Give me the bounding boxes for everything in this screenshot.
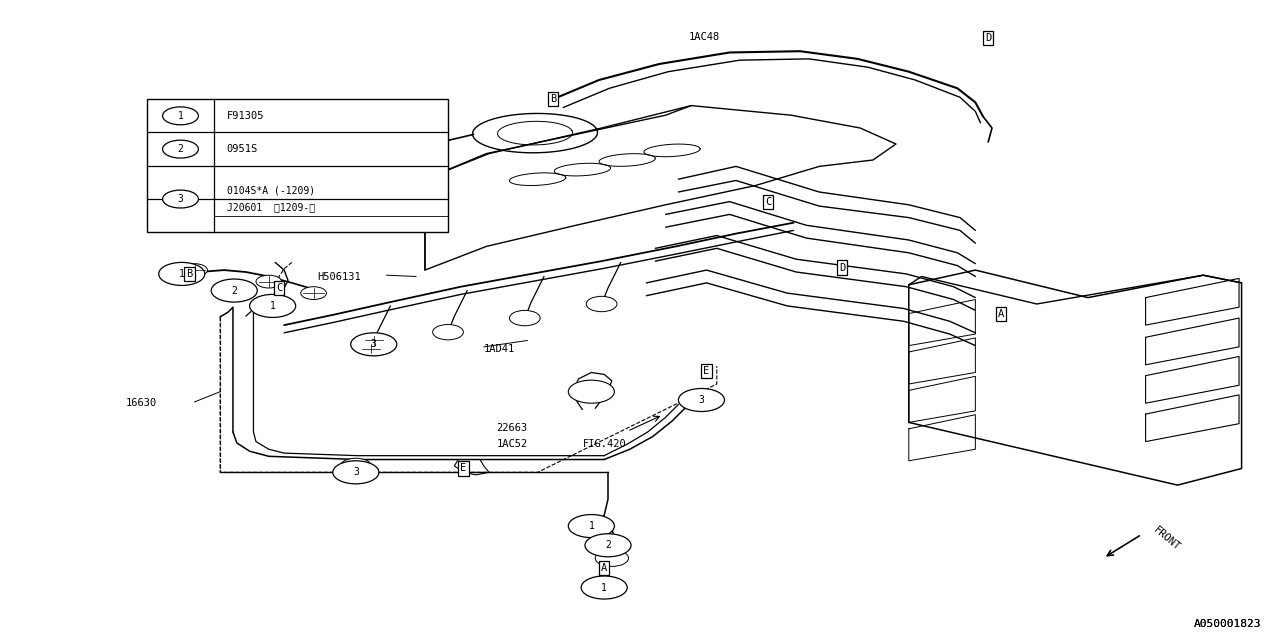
- Text: 16630: 16630: [125, 398, 156, 408]
- Text: A: A: [602, 563, 607, 573]
- Circle shape: [361, 334, 387, 347]
- Text: 1: 1: [270, 301, 275, 311]
- Circle shape: [182, 264, 207, 276]
- Circle shape: [581, 576, 627, 599]
- Circle shape: [585, 534, 631, 557]
- Circle shape: [358, 342, 384, 355]
- Circle shape: [256, 275, 282, 288]
- Text: 1: 1: [179, 269, 184, 279]
- Text: J20601  〈1209-〉: J20601 〈1209-〉: [227, 202, 315, 212]
- Text: D: D: [986, 33, 991, 44]
- Circle shape: [163, 140, 198, 158]
- Bar: [147, 99, 448, 232]
- Text: 3: 3: [371, 339, 376, 349]
- Text: A: A: [998, 308, 1004, 319]
- Text: C: C: [765, 196, 771, 207]
- Circle shape: [568, 380, 614, 403]
- Circle shape: [509, 310, 540, 326]
- Text: E: E: [704, 366, 709, 376]
- Text: 2: 2: [605, 540, 611, 550]
- Text: 1AC52: 1AC52: [497, 439, 527, 449]
- Text: H506131: H506131: [317, 272, 361, 282]
- Text: B: B: [187, 269, 192, 279]
- Circle shape: [250, 294, 296, 317]
- Text: 1AC48: 1AC48: [689, 32, 719, 42]
- Circle shape: [301, 287, 326, 300]
- Text: A050001823: A050001823: [1193, 619, 1261, 629]
- Circle shape: [433, 324, 463, 340]
- Text: F91305: F91305: [227, 111, 264, 121]
- Text: C: C: [276, 283, 282, 293]
- Text: 2: 2: [178, 144, 183, 154]
- Circle shape: [340, 458, 371, 474]
- Text: A050001823: A050001823: [1193, 619, 1261, 629]
- Text: 1: 1: [589, 521, 594, 531]
- Text: B: B: [550, 94, 556, 104]
- Text: E: E: [461, 463, 466, 474]
- Circle shape: [163, 190, 198, 208]
- Circle shape: [211, 279, 257, 302]
- Circle shape: [595, 550, 628, 566]
- Text: 3: 3: [178, 194, 183, 204]
- Circle shape: [333, 461, 379, 484]
- Text: FRONT: FRONT: [1152, 525, 1183, 553]
- Text: 3: 3: [353, 467, 358, 477]
- Circle shape: [159, 262, 205, 285]
- Text: 22663: 22663: [497, 422, 527, 433]
- Text: 1AD41: 1AD41: [484, 344, 515, 354]
- Circle shape: [163, 107, 198, 125]
- Text: 1: 1: [178, 111, 183, 121]
- Circle shape: [568, 515, 614, 538]
- Text: 0951S: 0951S: [227, 144, 257, 154]
- Text: D: D: [840, 262, 845, 273]
- Text: FIG.420: FIG.420: [582, 439, 626, 449]
- Text: 0104S*A (-1209): 0104S*A (-1209): [227, 186, 315, 196]
- Text: 2: 2: [232, 285, 237, 296]
- Circle shape: [351, 333, 397, 356]
- Circle shape: [586, 296, 617, 312]
- Text: 3: 3: [699, 395, 704, 405]
- Circle shape: [678, 388, 724, 412]
- Circle shape: [356, 340, 387, 355]
- Text: 1: 1: [602, 582, 607, 593]
